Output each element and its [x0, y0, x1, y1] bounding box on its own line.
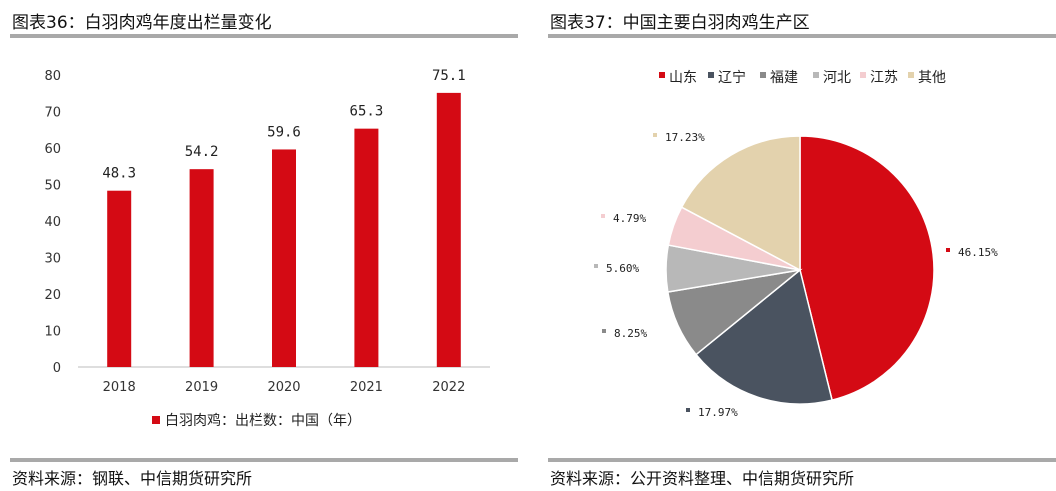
- bar: [354, 128, 379, 367]
- legend-label: 山东: [669, 70, 697, 86]
- legend-swatch: [860, 72, 866, 78]
- bar: [107, 190, 132, 367]
- legend-label: 辽宁: [718, 69, 746, 86]
- x-tick-label: 2019: [185, 380, 218, 395]
- slice-label: 46.15%: [958, 246, 998, 259]
- label-marker: [594, 264, 598, 268]
- x-tick-label: 2020: [267, 380, 300, 395]
- x-tick-label: 2021: [350, 380, 383, 395]
- slice-label: 17.23%: [665, 131, 705, 144]
- y-tick-label: 0: [53, 361, 61, 376]
- label-marker: [601, 214, 605, 218]
- data-label: 54.2: [185, 144, 219, 160]
- legend-swatch: [813, 72, 819, 78]
- top-divider: [10, 34, 518, 38]
- pie-slice: [680, 135, 801, 272]
- data-label: 59.6: [267, 124, 301, 140]
- label-marker: [602, 329, 606, 333]
- pie-chart-title: 图表37：中国主要白羽肉鸡生产区: [550, 13, 810, 33]
- bar-chart: 0 10 20 30 40 50 60 70 80 48.3 2018 54.2 2019 59.6 202…: [44, 68, 490, 429]
- data-label: 65.3: [350, 104, 384, 120]
- data-label: 48.3: [102, 166, 136, 182]
- label-marker: [653, 133, 657, 137]
- bar: [189, 169, 214, 367]
- bottom-divider: [548, 458, 1056, 462]
- label-marker: [946, 248, 950, 252]
- y-tick-label: 40: [44, 215, 61, 230]
- legend-label: 其他: [918, 70, 946, 86]
- slice-label: 5.60%: [606, 262, 639, 275]
- label-marker: [686, 408, 690, 412]
- legend-label: 白羽肉鸡：出栏数：中国（年）: [165, 412, 361, 429]
- y-tick-label: 50: [44, 179, 61, 194]
- y-tick-label: 10: [44, 325, 61, 340]
- data-label: 75.1: [432, 68, 466, 84]
- y-tick-label: 20: [44, 288, 61, 303]
- legend-swatch: [659, 72, 665, 78]
- pie-chart-source: 资料来源：公开资料整理、中信期货研究所: [550, 469, 855, 488]
- pie-slice: [799, 135, 935, 402]
- legend-swatch: [760, 72, 766, 78]
- bar-chart-source: 资料来源：钢联、中信期货研究所: [12, 469, 253, 488]
- bottom-divider: [10, 458, 518, 462]
- y-tick-label: 80: [44, 69, 61, 84]
- slice-label: 17.97%: [698, 406, 738, 419]
- legend-swatch: [908, 72, 914, 78]
- top-divider: [548, 34, 1056, 38]
- bar-chart-panel: 图表36：白羽肉鸡年度出栏量变化 0 10 20 30 40 50 60 70 80 48.3 20…: [0, 0, 518, 491]
- legend-swatch: [708, 72, 714, 78]
- bar-chart-title: 图表36：白羽肉鸡年度出栏量变化: [12, 13, 272, 33]
- legend-label: 江苏: [870, 70, 898, 86]
- legend-swatch: [152, 416, 160, 424]
- pie-slice: [695, 268, 833, 405]
- slice-label: 8.25%: [614, 327, 647, 340]
- y-tick-label: 70: [44, 106, 61, 121]
- legend-label: 福建: [770, 70, 798, 86]
- legend-label: 河北: [823, 70, 851, 86]
- pie-chart: 山东 辽宁 福建 河北 江苏 其他 46.15% 17.97% 8.25% 5.60% 4.79% 1…: [594, 69, 998, 419]
- bar: [272, 149, 296, 367]
- slice-label: 4.79%: [613, 212, 646, 225]
- y-tick-label: 30: [44, 252, 61, 267]
- x-tick-label: 2018: [103, 380, 136, 395]
- y-tick-label: 60: [44, 142, 61, 157]
- x-tick-label: 2022: [432, 380, 465, 395]
- bar: [436, 92, 461, 367]
- pie-chart-panel: 图表37：中国主要白羽肉鸡生产区 山东 辽宁 福建 河北 江苏 其他 46.15% 17.97…: [538, 0, 1056, 491]
